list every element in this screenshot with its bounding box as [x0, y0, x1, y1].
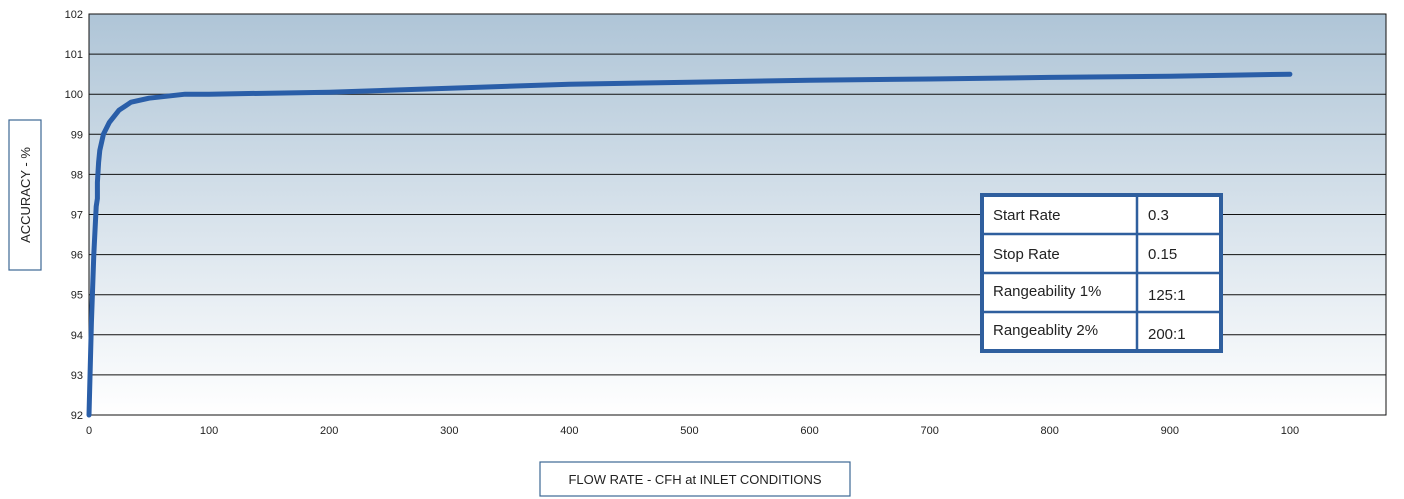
x-tick-labels: 0 100 200 300 400 500 600 700 800 900 100	[86, 425, 1299, 437]
y-tick-label: 97	[71, 210, 83, 222]
x-tick-label: 100	[1281, 425, 1299, 437]
y-axis-title-box	[8, 119, 42, 271]
y-tick-label: 99	[71, 129, 83, 141]
x-tick-label: 800	[1041, 425, 1059, 437]
x-tick-label: 100	[200, 425, 218, 437]
x-tick-label: 700	[920, 425, 938, 437]
y-tick-labels: 92 93 94 95 96 97 98 99 100 101 102	[65, 9, 83, 422]
spec-label-stop-rate: Stop Rate	[993, 246, 1060, 263]
y-tick-label: 101	[65, 49, 83, 61]
x-tick-label: 300	[440, 425, 458, 437]
spec-value-rangeability-1: 125:1	[1148, 287, 1186, 304]
x-tick-label: 500	[680, 425, 698, 437]
y-tick-label: 93	[71, 370, 83, 382]
spec-label-start-rate: Start Rate	[993, 207, 1061, 224]
spec-value-start-rate: 0.3	[1148, 207, 1169, 224]
y-tick-label: 96	[71, 250, 83, 262]
x-tick-label: 0	[86, 425, 92, 437]
spec-value-rangeability-2: 200:1	[1148, 326, 1186, 343]
y-tick-label: 98	[71, 169, 83, 181]
accuracy-series-line	[86, 71, 1293, 418]
spec-label-rangeability-1: Rangeability 1%	[993, 283, 1101, 300]
x-tick-label: 900	[1161, 425, 1179, 437]
x-axis-title-box	[539, 461, 851, 497]
y-tick-label: 95	[71, 290, 83, 302]
spec-label-rangeability-2: Rangeablity 2%	[993, 322, 1098, 339]
x-axis-title: FLOW RATE - CFH at INLET CONDITIONS	[568, 472, 821, 487]
y-tick-label: 100	[65, 89, 83, 101]
y-tick-label: 92	[71, 410, 83, 422]
series-layer	[86, 71, 1293, 418]
x-tick-label: 600	[800, 425, 818, 437]
spec-value-stop-rate: 0.15	[1148, 246, 1177, 263]
y-tick-label: 94	[71, 330, 83, 342]
spec-table: Start Rate 0.3 Stop Rate 0.15 Rangeabili…	[980, 193, 1223, 353]
y-tick-label: 102	[65, 9, 83, 21]
plot-frame	[88, 13, 1387, 416]
y-axis-title: ACCURACY - %	[18, 147, 33, 243]
x-tick-label: 200	[320, 425, 338, 437]
x-tick-label: 400	[560, 425, 578, 437]
